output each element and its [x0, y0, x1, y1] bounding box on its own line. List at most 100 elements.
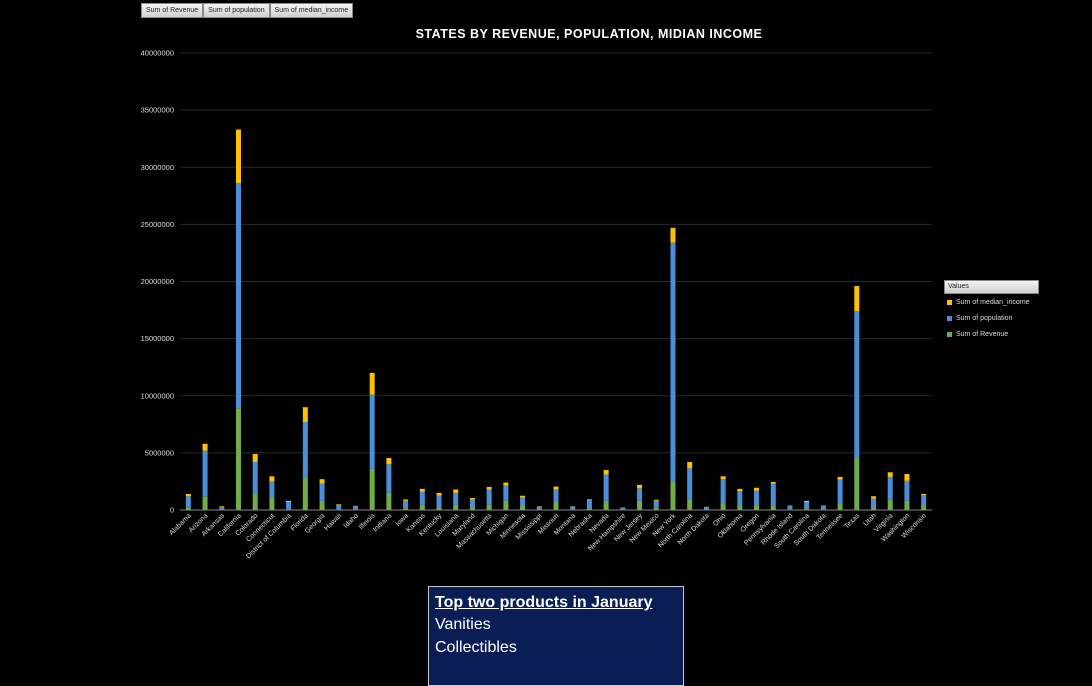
bar-segment	[921, 494, 926, 495]
bar-segment	[804, 508, 809, 510]
x-tick-label: Alabama	[168, 512, 193, 537]
bar-segment	[403, 508, 408, 510]
bar-segment	[253, 462, 258, 494]
bar-segment	[269, 476, 274, 481]
legend-label: Sum of Revenue	[956, 331, 1008, 338]
legend-label: Sum of median_income	[956, 299, 1030, 306]
bar-segment	[871, 499, 876, 508]
textbox-heading: Top two products in January	[435, 592, 677, 613]
bar-segment	[336, 504, 341, 505]
bar-segment	[303, 407, 308, 422]
y-tick-label: 10000000	[141, 391, 174, 400]
bar-segment	[704, 509, 709, 510]
bar-segment	[687, 499, 692, 510]
bar-segment	[470, 498, 475, 500]
legend-header[interactable]: Values	[944, 280, 1039, 294]
bar-segment	[721, 503, 726, 510]
bar-segment	[520, 496, 525, 498]
bar-segment	[303, 478, 308, 510]
bar-segment	[670, 228, 675, 243]
bar-segment	[854, 286, 859, 311]
bar-segment	[787, 506, 792, 507]
bar-segment	[587, 499, 592, 500]
bar-segment	[203, 444, 208, 451]
y-tick-label: 30000000	[141, 163, 174, 172]
bar-segment	[670, 243, 675, 482]
bar-segment	[637, 488, 642, 501]
bar-segment	[921, 506, 926, 510]
bar-segment	[487, 505, 492, 510]
bar-segment	[186, 494, 191, 496]
bar-segment	[386, 464, 391, 493]
bar-segment	[470, 500, 475, 507]
bar-segment	[219, 507, 224, 509]
bar-segment	[787, 509, 792, 510]
bar-segment	[269, 497, 274, 510]
bar-segment	[587, 500, 592, 508]
bar-segment	[921, 495, 926, 506]
bar-segment	[403, 499, 408, 500]
bar-segment	[203, 496, 208, 510]
bar-segment	[353, 506, 358, 509]
bar-segment	[353, 509, 358, 510]
bar-segment	[704, 507, 709, 509]
bar-segment	[520, 497, 525, 506]
bar-segment	[503, 501, 508, 510]
bar-segment	[854, 457, 859, 510]
bar-segment	[219, 509, 224, 510]
chart-title: STATES BY REVENUE, POPULATION, MIDIAN IN…	[416, 27, 763, 41]
legend-label: Sum of population	[956, 315, 1012, 322]
bar-segment	[269, 481, 274, 497]
bar-segment	[453, 493, 458, 505]
bar-segment	[236, 130, 241, 184]
bar-segment	[503, 485, 508, 500]
y-tick-label: 15000000	[141, 334, 174, 343]
bar-segment	[871, 496, 876, 498]
bar-segment	[704, 507, 709, 508]
bar-segment	[570, 507, 575, 510]
legend-item-median-income: Sum of median_income	[944, 294, 1039, 310]
bar-segment	[554, 487, 559, 490]
bar-segment	[320, 501, 325, 510]
bar-segment	[336, 509, 341, 510]
y-tick-label: 35000000	[141, 106, 174, 115]
bar-segment	[654, 501, 659, 508]
bar-segment	[737, 505, 742, 510]
bar-segment	[253, 454, 258, 462]
bar-segment	[286, 509, 291, 510]
bar-segment	[303, 422, 308, 478]
bar-segment	[771, 484, 776, 506]
bar-segment	[771, 506, 776, 510]
bar-segment	[754, 488, 759, 491]
bar-segment	[904, 474, 909, 481]
note-textbox[interactable]: Top two products in January Vanities Col…	[428, 586, 684, 686]
bar-segment	[286, 502, 291, 509]
bar-segment	[403, 501, 408, 508]
bar-segment	[754, 505, 759, 510]
bar-segment	[420, 505, 425, 510]
bar-segment	[737, 491, 742, 505]
bar-segment	[503, 483, 508, 486]
bar-segment	[804, 502, 809, 508]
bar-segment	[537, 509, 542, 510]
bar-segment	[370, 469, 375, 510]
bar-segment	[186, 496, 191, 507]
textbox-line-2: Collectibles	[435, 636, 677, 659]
bar-segment	[386, 458, 391, 464]
bar-segment	[420, 492, 425, 505]
bar-segment	[721, 479, 726, 503]
x-tick-label: Indiana	[372, 512, 393, 533]
bar-segment	[370, 395, 375, 469]
bar-segment	[654, 500, 659, 501]
bar-segment	[670, 481, 675, 510]
bar-segment	[520, 506, 525, 510]
bar-segment	[854, 311, 859, 457]
bar-segment	[453, 505, 458, 510]
bar-segment	[804, 501, 809, 502]
bar-segment	[253, 494, 258, 510]
bar-segment	[453, 489, 458, 492]
bar-segment	[721, 476, 726, 479]
bar-segment	[771, 482, 776, 484]
textbox-line-1: Vanities	[435, 613, 677, 636]
bar-segment	[888, 500, 893, 510]
